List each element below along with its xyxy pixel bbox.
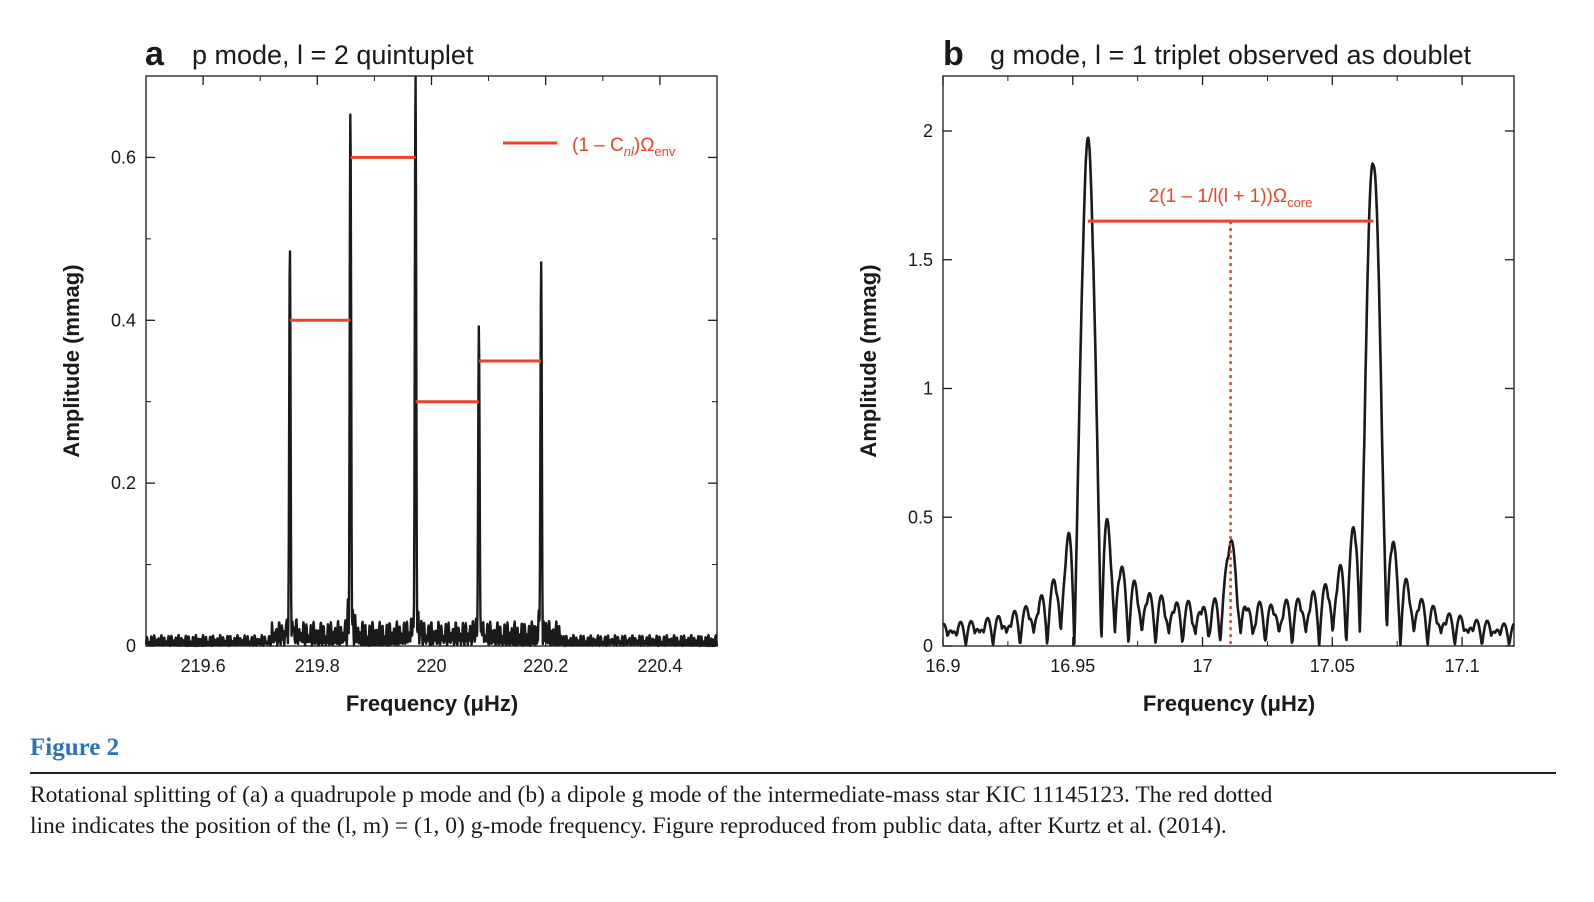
panel-a-ytick-label: 0.4 (111, 310, 136, 330)
panel-b-ytick-label: 2 (923, 121, 933, 141)
panel-a-xlabel: Frequency (μHz) (346, 691, 518, 716)
panel-b-ytick-label: 0 (923, 636, 933, 656)
caption-divider (30, 772, 1556, 774)
panel-b-xtick-label: 17.05 (1310, 656, 1355, 676)
panel-b-spectrum-line (942, 136, 1516, 647)
panel-b-title: g mode, l = 1 triplet observed as double… (990, 40, 1472, 70)
caption-line-1: Rotational splitting of (a) a quadrupole… (30, 782, 1273, 808)
panel-b: b g mode, l = 1 triplet observed as doub… (856, 35, 1516, 716)
panel-a-splitting-lines (289, 155, 542, 404)
panel-b-xtick-label: 17.1 (1445, 656, 1480, 676)
panel-a-xtick-label: 220.4 (637, 656, 682, 676)
panel-b-xtick-label: 16.95 (1050, 656, 1095, 676)
panel-a: a p mode, l = 2 quintuplet 219.6 219.8 220… (59, 35, 719, 716)
panel-b-frame (942, 75, 1515, 647)
figure-caption: Rotational splitting of (a) a quadrupole… (30, 780, 1560, 842)
panel-a-ytick-label: 0.2 (111, 473, 136, 493)
figure-label: Figure 2 (30, 734, 120, 761)
panel-a-title: p mode, l = 2 quintuplet (192, 40, 474, 70)
panel-a-xtick-label: 219.8 (295, 656, 340, 676)
panel-a-legend-label: (1 – Cnl)Ωenv (572, 135, 676, 159)
panel-a-xtick-label: 220.2 (523, 656, 568, 676)
panel-a-xtick-label: 219.6 (181, 656, 226, 676)
panel-b-letter: b (943, 35, 964, 73)
panel-a-ylabel: Amplitude (mmag) (59, 264, 84, 457)
panel-a-ticks: 219.6 219.8 220 220.2 220.4 0 0.2 0.4 0.6 (111, 75, 717, 676)
panel-a-xtick-label: 220 (416, 656, 446, 676)
panel-b-ytick-label: 0.5 (908, 507, 933, 527)
panel-b-ytick-label: 1.5 (908, 250, 933, 270)
panel-a-letter: a (145, 35, 165, 73)
panel-a-frame (145, 75, 718, 647)
panel-b-ylabel: Amplitude (mmag) (856, 264, 881, 457)
panel-b-splitting-label: 2(1 – 1/l(l + 1))Ωcore (1149, 186, 1313, 210)
panel-b-xlabel: Frequency (μHz) (1143, 691, 1315, 716)
panel-a-spectrum-line (144, 76, 719, 648)
panel-a-ytick-label: 0.6 (111, 147, 136, 167)
panel-b-ytick-label: 1 (923, 379, 933, 399)
caption-line-2: line indicates the position of the (l, m… (30, 813, 1227, 839)
panel-b-xtick-label: 17 (1193, 656, 1213, 676)
panel-b-ticks: 16.9 16.95 17 17.05 17.1 0 0.5 1 1.5 2 (908, 76, 1514, 676)
panel-a-ytick-label: 0 (126, 636, 136, 656)
panel-b-xtick-label: 16.9 (925, 656, 960, 676)
